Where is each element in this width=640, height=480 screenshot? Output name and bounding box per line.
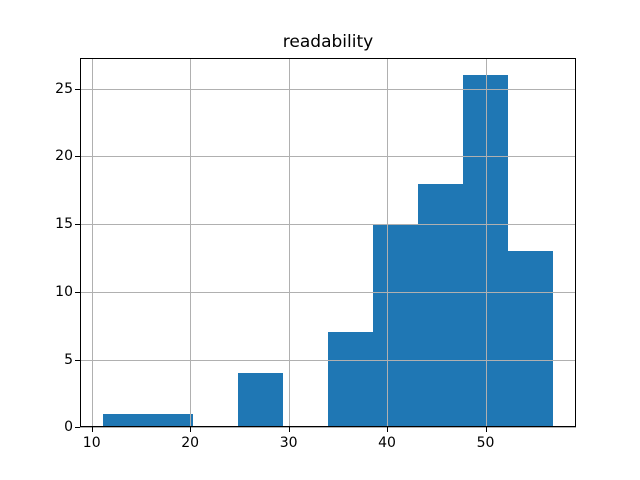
x-tick-label: 40 — [378, 435, 396, 452]
histogram-bar — [418, 183, 464, 428]
y-gridline — [80, 88, 576, 90]
y-gridline — [80, 427, 576, 429]
histogram-bar — [373, 224, 419, 428]
y-gridline — [80, 291, 576, 293]
x-tick-mark — [190, 427, 192, 433]
y-tick-mark — [75, 224, 80, 226]
y-gridline — [80, 156, 576, 158]
histogram-bar — [147, 413, 193, 428]
histogram-bar — [237, 373, 283, 428]
histogram-bar — [508, 251, 554, 428]
x-tick-mark — [91, 427, 93, 433]
x-tick-mark — [485, 427, 487, 433]
x-tick-label: 10 — [82, 435, 101, 452]
y-tick-label: 0 — [64, 419, 73, 436]
y-tick-label: 15 — [55, 216, 73, 233]
y-tick-mark — [75, 359, 80, 361]
y-tick-mark — [75, 156, 80, 158]
histogram-bar — [328, 332, 374, 428]
y-tick-label: 10 — [55, 283, 73, 300]
histogram-bar — [102, 413, 148, 428]
y-gridline — [80, 224, 576, 226]
x-tick-label: 50 — [476, 435, 495, 452]
chart-title: readability — [282, 32, 374, 52]
y-tick-mark — [75, 291, 80, 293]
y-tick-mark — [75, 88, 80, 90]
x-gridline — [288, 57, 290, 428]
x-tick-label: 30 — [279, 435, 298, 452]
y-gridline — [80, 359, 576, 361]
y-tick-label: 25 — [55, 80, 73, 97]
y-tick-label: 5 — [64, 351, 73, 368]
x-gridline — [190, 57, 192, 428]
x-gridline — [91, 57, 93, 428]
x-tick-label: 20 — [181, 435, 200, 452]
y-tick-mark — [75, 427, 80, 429]
x-tick-mark — [288, 427, 290, 433]
y-tick-label: 20 — [55, 148, 73, 165]
x-gridline — [485, 57, 487, 428]
x-tick-mark — [387, 427, 389, 433]
x-gridline — [387, 57, 389, 428]
